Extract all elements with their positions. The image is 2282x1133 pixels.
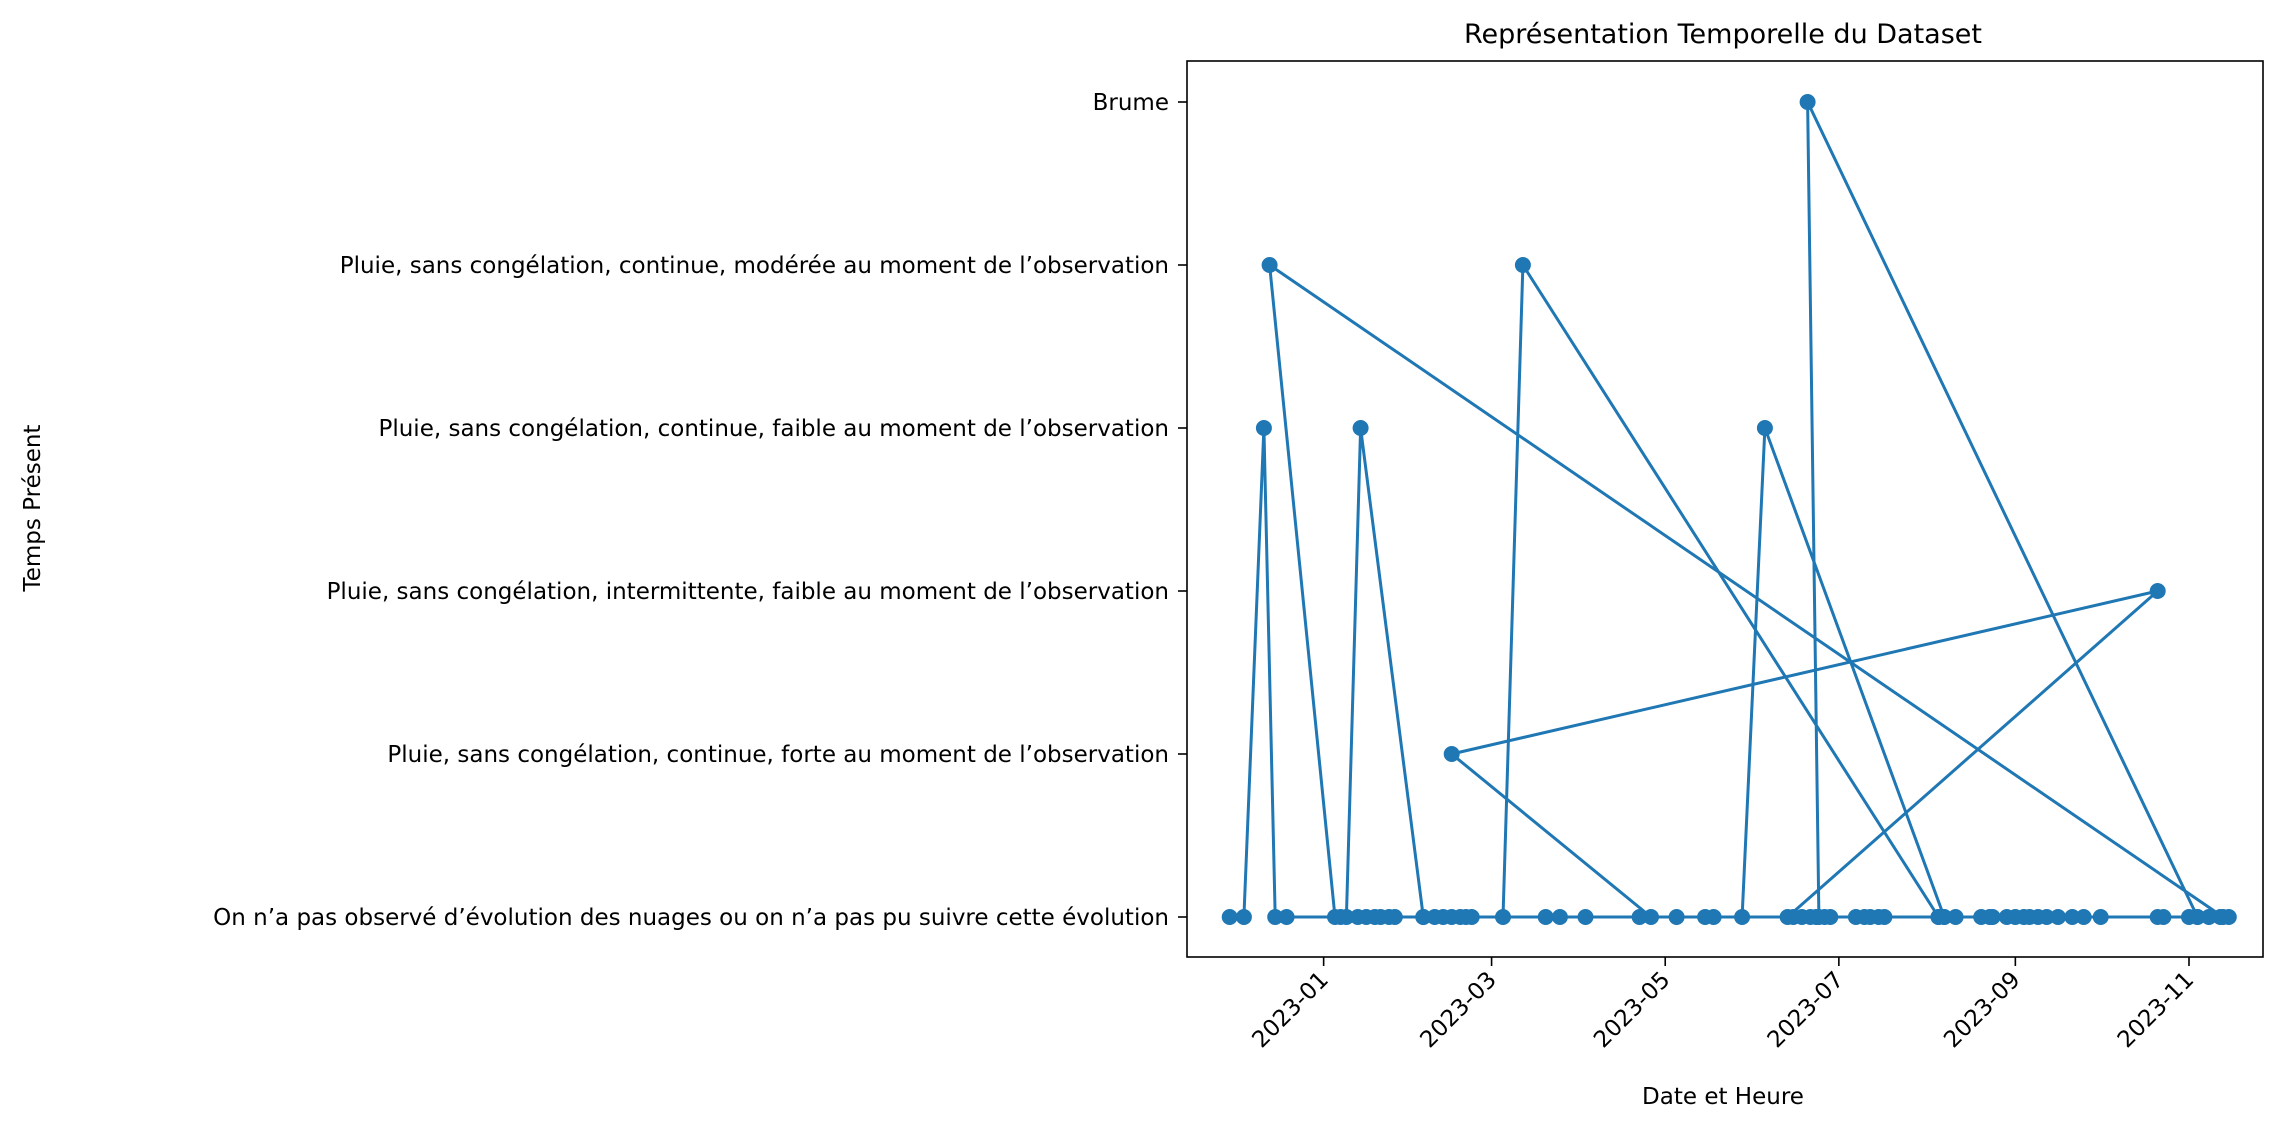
- data-point: [1947, 909, 1964, 925]
- data-point: [1822, 909, 1839, 925]
- data-point: [2155, 909, 2172, 925]
- data-point: [1261, 257, 1278, 273]
- plot-frame: [1186, 60, 2264, 958]
- data-point: [1537, 909, 1554, 925]
- y-axis-label: Temps Présent: [20, 425, 46, 593]
- data-point: [1332, 909, 1349, 925]
- data-point: [2064, 909, 2081, 925]
- data-point: [2189, 909, 2206, 925]
- data-point: [1799, 94, 1816, 110]
- data-point: [1551, 909, 1568, 925]
- y-axis: On n’a pas observé d’évolution des nuage…: [213, 90, 1187, 931]
- data-point: [1810, 909, 1827, 925]
- plot-area: [1221, 94, 2237, 925]
- data-point: [1705, 909, 1722, 925]
- data-point: [1876, 909, 1893, 925]
- data-point: [2050, 909, 2066, 925]
- data-point: [1415, 909, 1432, 925]
- data-point: [1631, 909, 1648, 925]
- data-point: [1734, 909, 1751, 925]
- data-point: [2075, 909, 2092, 925]
- data-point: [2220, 909, 2237, 925]
- y-tick-label: Brume: [1093, 90, 1169, 116]
- y-tick-label: On n’a pas observé d’évolution des nuage…: [213, 905, 1169, 931]
- data-point: [1463, 909, 1480, 925]
- y-tick-label: Pluie, sans congélation, continue, faibl…: [378, 416, 1169, 442]
- data-point: [1577, 909, 1594, 925]
- data-point: [1443, 746, 1460, 762]
- data-point: [1352, 420, 1369, 436]
- data-point: [1267, 909, 1284, 925]
- data-point: [2149, 583, 2166, 599]
- y-tick-label: Pluie, sans congélation, continue, forte…: [387, 742, 1169, 768]
- data-point: [1495, 909, 1511, 925]
- data-point: [1756, 420, 1773, 436]
- data-point: [1514, 257, 1531, 273]
- data-point: [1278, 909, 1295, 925]
- data-point: [1936, 909, 1953, 925]
- data-point: [1984, 909, 2001, 925]
- data-point: [2038, 909, 2055, 925]
- data-point: [1235, 909, 1252, 925]
- data-point: [1221, 909, 1238, 925]
- y-tick-label: Pluie, sans congélation, continue, modér…: [340, 253, 1169, 279]
- x-axis-label: Date et Heure: [1642, 1084, 1804, 1110]
- y-tick-label: Pluie, sans congélation, intermittente, …: [327, 579, 1169, 605]
- data-point: [2200, 909, 2217, 925]
- chart-title: Représentation Temporelle du Dataset: [1464, 19, 1982, 50]
- data-point: [1668, 909, 1685, 925]
- data-point: [1386, 909, 1403, 925]
- data-point: [1973, 909, 1990, 925]
- data-point: [1643, 909, 1659, 925]
- data-point: [2092, 909, 2109, 925]
- data-point: [1255, 420, 1272, 436]
